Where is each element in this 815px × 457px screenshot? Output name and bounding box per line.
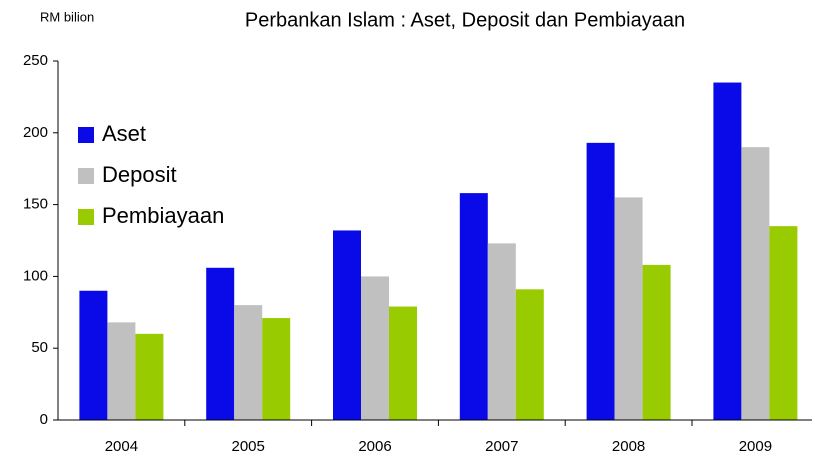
y-tick-label: 200 (23, 124, 48, 141)
x-tick-label: 2005 (232, 438, 265, 455)
x-tick-label: 2006 (358, 438, 391, 455)
legend-label: Deposit (102, 162, 177, 187)
x-tick-label: 2009 (739, 438, 772, 455)
bar (487, 243, 516, 420)
bar (234, 305, 263, 420)
chart-title: Perbankan Islam : Aset, Deposit dan Pemb… (245, 9, 685, 31)
bar (107, 322, 136, 420)
y-tick-label: 50 (31, 339, 48, 356)
x-tick-label: 2004 (105, 438, 138, 455)
y-tick-label: 0 (40, 411, 48, 428)
bar (741, 147, 770, 420)
bar (79, 290, 108, 420)
bar (459, 193, 488, 420)
legend-swatch (78, 168, 94, 184)
bar (515, 289, 544, 420)
bar (614, 197, 643, 420)
bar (262, 318, 291, 420)
bar (769, 226, 798, 420)
bar (389, 306, 417, 420)
y-axis-label: RM bilion (40, 9, 94, 24)
legend-swatch (78, 127, 94, 143)
y-tick-label: 150 (23, 196, 48, 213)
bar (361, 276, 389, 420)
bar (333, 230, 361, 420)
bar (642, 264, 671, 420)
bar (586, 142, 615, 421)
y-tick-label: 100 (23, 267, 48, 284)
legend-label: Pembiayaan (102, 203, 224, 228)
x-tick-label: 2007 (485, 438, 518, 455)
bar (135, 333, 164, 420)
legend-swatch (78, 209, 94, 225)
x-tick-label: 2008 (612, 438, 645, 455)
bar (713, 82, 742, 420)
y-tick-label: 250 (23, 52, 48, 69)
legend-label: Aset (102, 121, 146, 146)
bar (206, 267, 235, 420)
